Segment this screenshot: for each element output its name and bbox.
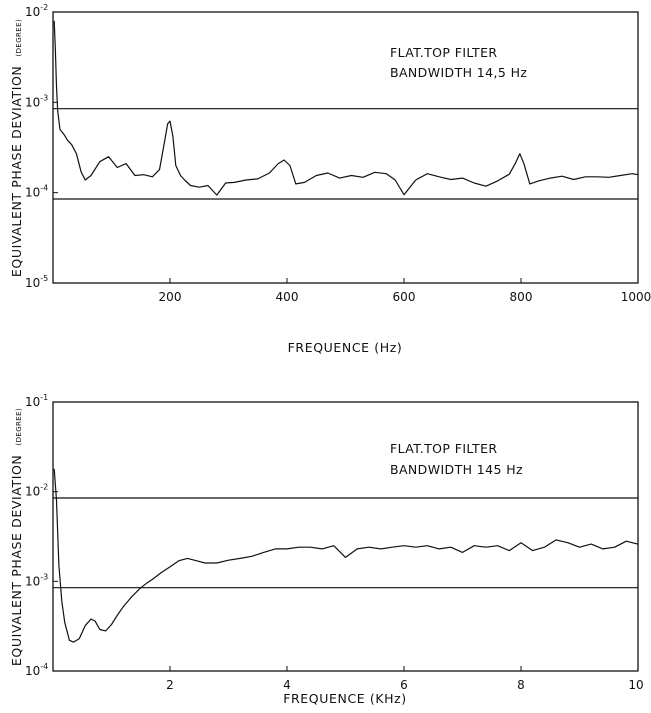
x-tick-label: 10 [628, 678, 643, 692]
plot-frame-2 [52, 401, 639, 672]
y-tick-label: 10-2 [25, 3, 48, 19]
y-tick-label: 10-5 [25, 274, 48, 290]
x-tick-label: 6 [400, 678, 408, 692]
annotation-line-2a: FLAT.TOP FILTER [390, 441, 497, 456]
y-axis-label-1: EQUIVALENT PHASE DEVIATION (DEGREE) [6, 19, 25, 277]
annotation-line-2b: BANDWIDTH 145 Hz [390, 462, 523, 477]
y-tick-labels-2: 10-1 10-2 10-3 10-4 [25, 393, 58, 678]
data-line-2 [53, 468, 639, 643]
chart-1: 200 400 600 800 1000 10-2 10-3 10-4 10-5 FREQUE… [6, 3, 651, 355]
data-line-1 [53, 20, 639, 196]
x-axis-label-1: FREQUENCE (Hz) [288, 340, 403, 355]
y-axis-label-2: EQUIVALENT PHASE DEVIATION (DEGREE) [6, 408, 25, 666]
x-tick-labels-1: 200 400 600 800 1000 [159, 278, 651, 304]
x-tick-label: 2 [166, 678, 174, 692]
annotation-line-1a: FLAT.TOP FILTER [390, 45, 497, 60]
x-tick-label: 8 [517, 678, 525, 692]
y-tick-label: 10-2 [25, 483, 48, 499]
x-tick-labels-2: 2 4 6 8 10 [166, 666, 644, 692]
y-tick-label: 10-4 [25, 662, 48, 678]
y-tick-label: 10-1 [25, 393, 48, 409]
plot-frame-1 [52, 11, 639, 284]
y-tick-label: 10-4 [25, 184, 48, 200]
x-tick-label: 400 [276, 290, 299, 304]
x-tick-label: 4 [283, 678, 291, 692]
y-tick-labels-1: 10-2 10-3 10-4 10-5 [25, 3, 58, 290]
chart-2: 2 4 6 8 10 10-110-210-310-4 FREQUENCE (KHz) … [6, 393, 644, 706]
reference-lines-2 [53, 497, 638, 589]
y-tick-label: 10-3 [25, 93, 48, 109]
y-tick-label: 10-3 [25, 572, 48, 588]
x-tick-label: 800 [510, 290, 533, 304]
x-tick-label: 1000 [621, 290, 651, 304]
x-axis-label-2: FREQUENCE (KHz) [283, 691, 407, 706]
annotation-line-1b: BANDWIDTH 14,5 Hz [390, 65, 527, 80]
reference-lines-1 [53, 108, 638, 200]
x-tick-label: 200 [159, 290, 182, 304]
x-tick-label: 600 [393, 290, 416, 304]
